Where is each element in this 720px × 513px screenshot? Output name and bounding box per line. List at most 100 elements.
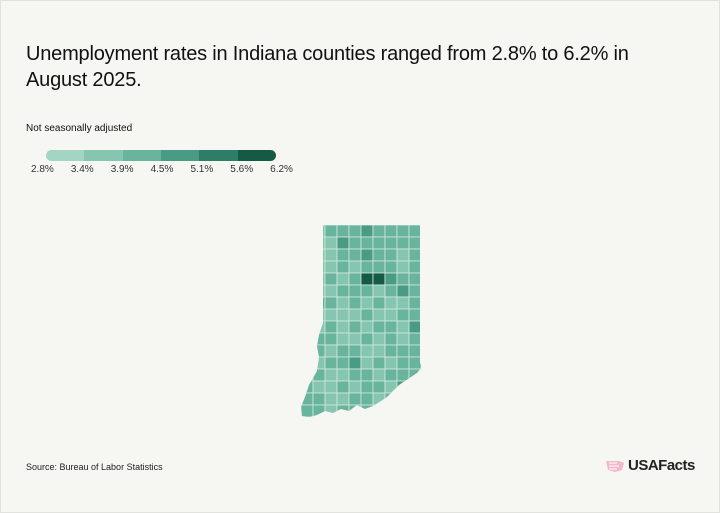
county	[372, 248, 386, 262]
county	[348, 260, 362, 274]
county	[372, 225, 386, 238]
county	[360, 248, 374, 262]
county	[336, 320, 350, 334]
county	[324, 332, 338, 346]
county	[336, 225, 350, 238]
county	[324, 236, 338, 250]
county	[408, 296, 422, 310]
county	[348, 308, 362, 322]
county	[408, 248, 422, 262]
county	[360, 284, 374, 298]
county	[301, 248, 314, 262]
county	[384, 272, 398, 286]
county	[324, 380, 338, 394]
county	[372, 308, 386, 322]
county	[336, 284, 350, 298]
county	[301, 356, 314, 370]
county	[408, 260, 422, 274]
county	[336, 272, 350, 286]
county	[408, 356, 422, 370]
county	[324, 284, 338, 298]
county	[384, 284, 398, 298]
county	[408, 320, 422, 334]
county	[408, 368, 422, 382]
county	[301, 380, 314, 394]
county	[384, 344, 398, 358]
county	[348, 272, 362, 286]
legend-color-scale	[46, 150, 276, 161]
source-note: Source: Bureau of Labor Statistics	[26, 462, 163, 472]
legend-tick: 2.8%	[31, 164, 54, 175]
county	[396, 344, 410, 358]
legend-swatch	[199, 150, 238, 161]
county	[408, 225, 422, 238]
county	[324, 260, 338, 274]
county	[360, 236, 374, 250]
county	[312, 332, 326, 346]
legend-labels: 2.8% 3.4% 3.9% 4.5% 5.1% 5.6% 6.2%	[31, 164, 293, 175]
county	[360, 404, 374, 417]
county	[384, 225, 398, 238]
county	[408, 308, 422, 322]
county	[384, 332, 398, 346]
legend-swatch	[160, 150, 200, 161]
county	[336, 356, 350, 370]
county	[360, 368, 374, 382]
county	[348, 236, 362, 250]
county	[336, 380, 350, 394]
county	[372, 320, 386, 334]
county	[360, 260, 374, 274]
county	[312, 320, 326, 334]
county	[301, 404, 314, 417]
legend-swatch	[46, 150, 85, 161]
county	[336, 248, 350, 262]
county	[324, 248, 338, 262]
county	[408, 236, 422, 250]
county	[372, 356, 386, 370]
county	[372, 392, 386, 406]
county	[396, 356, 410, 370]
county	[301, 236, 314, 250]
county	[324, 368, 338, 382]
county	[312, 236, 326, 250]
counties-group	[301, 225, 422, 417]
legend-tick: 5.1%	[190, 164, 214, 175]
county	[348, 284, 362, 298]
county	[348, 392, 362, 406]
county	[408, 380, 422, 394]
usa-flag-logo-icon	[606, 460, 624, 472]
county	[348, 320, 362, 334]
county	[384, 308, 398, 322]
county	[348, 368, 362, 382]
county	[312, 380, 326, 394]
county	[396, 368, 410, 382]
county	[384, 404, 398, 417]
county	[384, 296, 398, 310]
county	[312, 248, 326, 262]
legend-tick: 5.6%	[230, 164, 254, 175]
county	[336, 344, 350, 358]
county	[372, 260, 386, 274]
county	[384, 356, 398, 370]
chart-subtitle: Not seasonally adjusted	[26, 123, 133, 134]
county	[408, 392, 422, 406]
county	[336, 368, 350, 382]
legend-tick: 3.4%	[70, 164, 94, 175]
county	[396, 380, 410, 394]
county	[312, 344, 326, 358]
county	[301, 344, 314, 358]
county	[324, 320, 338, 334]
legend-swatch	[237, 150, 276, 161]
county	[408, 404, 422, 417]
county	[384, 368, 398, 382]
county	[360, 308, 374, 322]
county	[336, 392, 350, 406]
legend-swatch	[84, 150, 123, 161]
county	[312, 392, 326, 406]
county	[312, 260, 326, 274]
county	[336, 236, 350, 250]
county	[396, 260, 410, 274]
county	[301, 308, 314, 322]
county	[360, 332, 374, 346]
